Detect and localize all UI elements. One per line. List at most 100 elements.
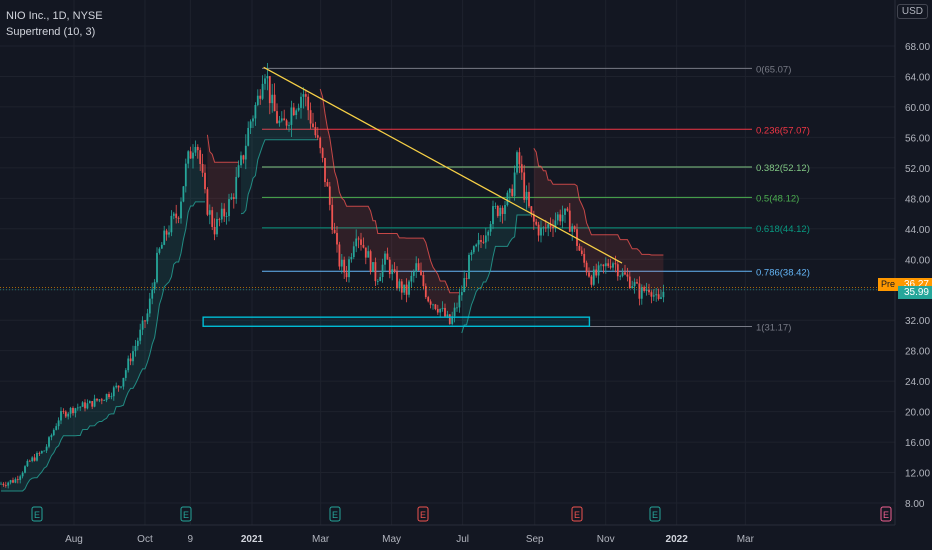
candle-body — [7, 482, 10, 486]
earnings-marker-icon[interactable]: E — [31, 506, 43, 522]
candle-body — [504, 205, 506, 214]
fib-level-label: 0.236(57.07) — [756, 125, 810, 136]
supertrend-up-line — [1, 201, 205, 492]
earnings-marker-label: E — [652, 510, 658, 520]
candle-body — [338, 244, 341, 267]
time-tick-label: 2021 — [241, 534, 264, 545]
candle-body — [501, 207, 504, 214]
support-zone-rectangle[interactable] — [202, 316, 591, 327]
candle-body — [544, 227, 547, 229]
candle-body — [516, 152, 518, 173]
indicator-title[interactable]: Supertrend (10, 3) — [6, 26, 96, 38]
candle-body — [216, 219, 218, 235]
candle-body — [549, 224, 552, 227]
candle-body — [348, 259, 350, 278]
candle-body — [422, 275, 425, 287]
candle-body — [600, 264, 602, 266]
candle-body — [384, 253, 386, 265]
earnings-marker-icon[interactable]: E — [180, 506, 192, 522]
candle-body — [463, 278, 466, 293]
candle-body — [324, 157, 326, 183]
candle-body — [364, 247, 367, 258]
premarket-label: Pre — [877, 277, 898, 291]
earnings-marker-icon[interactable]: E — [329, 506, 341, 522]
candle-body — [597, 265, 600, 276]
candle-body — [367, 251, 370, 258]
fib-level-label: 1(31.17) — [756, 323, 791, 334]
candle-body — [489, 224, 492, 232]
candle-body — [266, 76, 269, 79]
candle-body — [518, 152, 521, 165]
candle-body — [552, 226, 554, 229]
candle-body — [328, 186, 331, 205]
candle-body — [218, 219, 221, 220]
candlestick-series — [0, 63, 665, 489]
candle-body — [96, 398, 98, 401]
candle-body — [45, 446, 48, 451]
candle-body — [400, 281, 403, 293]
candle-body — [261, 83, 264, 99]
candle-body — [513, 172, 516, 196]
candle-body — [273, 94, 276, 112]
candle-body — [357, 238, 360, 240]
candle-body — [232, 197, 235, 199]
candle-body — [580, 250, 583, 255]
symbol-title[interactable]: NIO Inc., 1D, NYSE — [6, 10, 103, 22]
candle-body — [429, 301, 432, 305]
candle-body — [475, 244, 478, 247]
candle-body — [573, 226, 576, 230]
supertrend-down-line — [533, 148, 664, 256]
candle-body — [321, 148, 324, 158]
candle-body — [134, 345, 137, 352]
candle-body — [532, 213, 535, 222]
earnings-marker-icon[interactable]: E — [649, 506, 661, 522]
candle-body — [662, 291, 665, 298]
currency-selector[interactable]: USD — [896, 4, 928, 19]
candle-body — [487, 231, 490, 236]
candle-body — [386, 253, 389, 260]
candle-body — [470, 252, 473, 255]
candle-body — [79, 406, 82, 408]
candle-body — [105, 393, 108, 401]
candle-body — [652, 295, 655, 297]
candle-body — [350, 257, 353, 260]
earnings-marker-box — [31, 506, 43, 522]
trend-line[interactable] — [263, 66, 623, 264]
candle-body — [213, 226, 216, 235]
earnings-marker-icon[interactable]: E — [571, 506, 583, 522]
candle-body — [256, 95, 259, 105]
candle-body — [648, 289, 650, 293]
candle-body — [595, 269, 598, 276]
candle-body — [631, 286, 634, 288]
candle-body — [204, 172, 206, 190]
earnings-marker-label: E — [420, 510, 426, 520]
candle-body — [110, 396, 113, 398]
candle-body — [28, 460, 31, 462]
candle-body — [100, 399, 103, 401]
candle-body — [528, 191, 530, 207]
candle-body — [194, 146, 197, 153]
time-tick-label: Mar — [737, 534, 755, 545]
candle-body — [139, 329, 142, 341]
candle-body — [388, 259, 391, 275]
candle-body — [381, 264, 384, 278]
candle-body — [319, 137, 322, 149]
candle-body — [492, 206, 494, 225]
price-tick-label: 60.00 — [905, 103, 930, 114]
earnings-marker-icon[interactable]: E — [880, 506, 892, 522]
candle-body — [434, 304, 437, 310]
candle-body — [252, 118, 254, 122]
candle-body — [302, 94, 305, 97]
candle-body — [84, 402, 86, 409]
price-tick-label: 40.00 — [905, 255, 930, 266]
candle-body — [657, 294, 660, 299]
earnings-marker-icon[interactable]: E — [417, 506, 429, 522]
candle-body — [304, 94, 307, 97]
candle-body — [223, 208, 226, 217]
candle-body — [616, 264, 619, 277]
candle-body — [398, 281, 401, 289]
time-tick-label: Jul — [456, 534, 469, 545]
candle-body — [427, 297, 430, 302]
candle-body — [196, 146, 199, 151]
